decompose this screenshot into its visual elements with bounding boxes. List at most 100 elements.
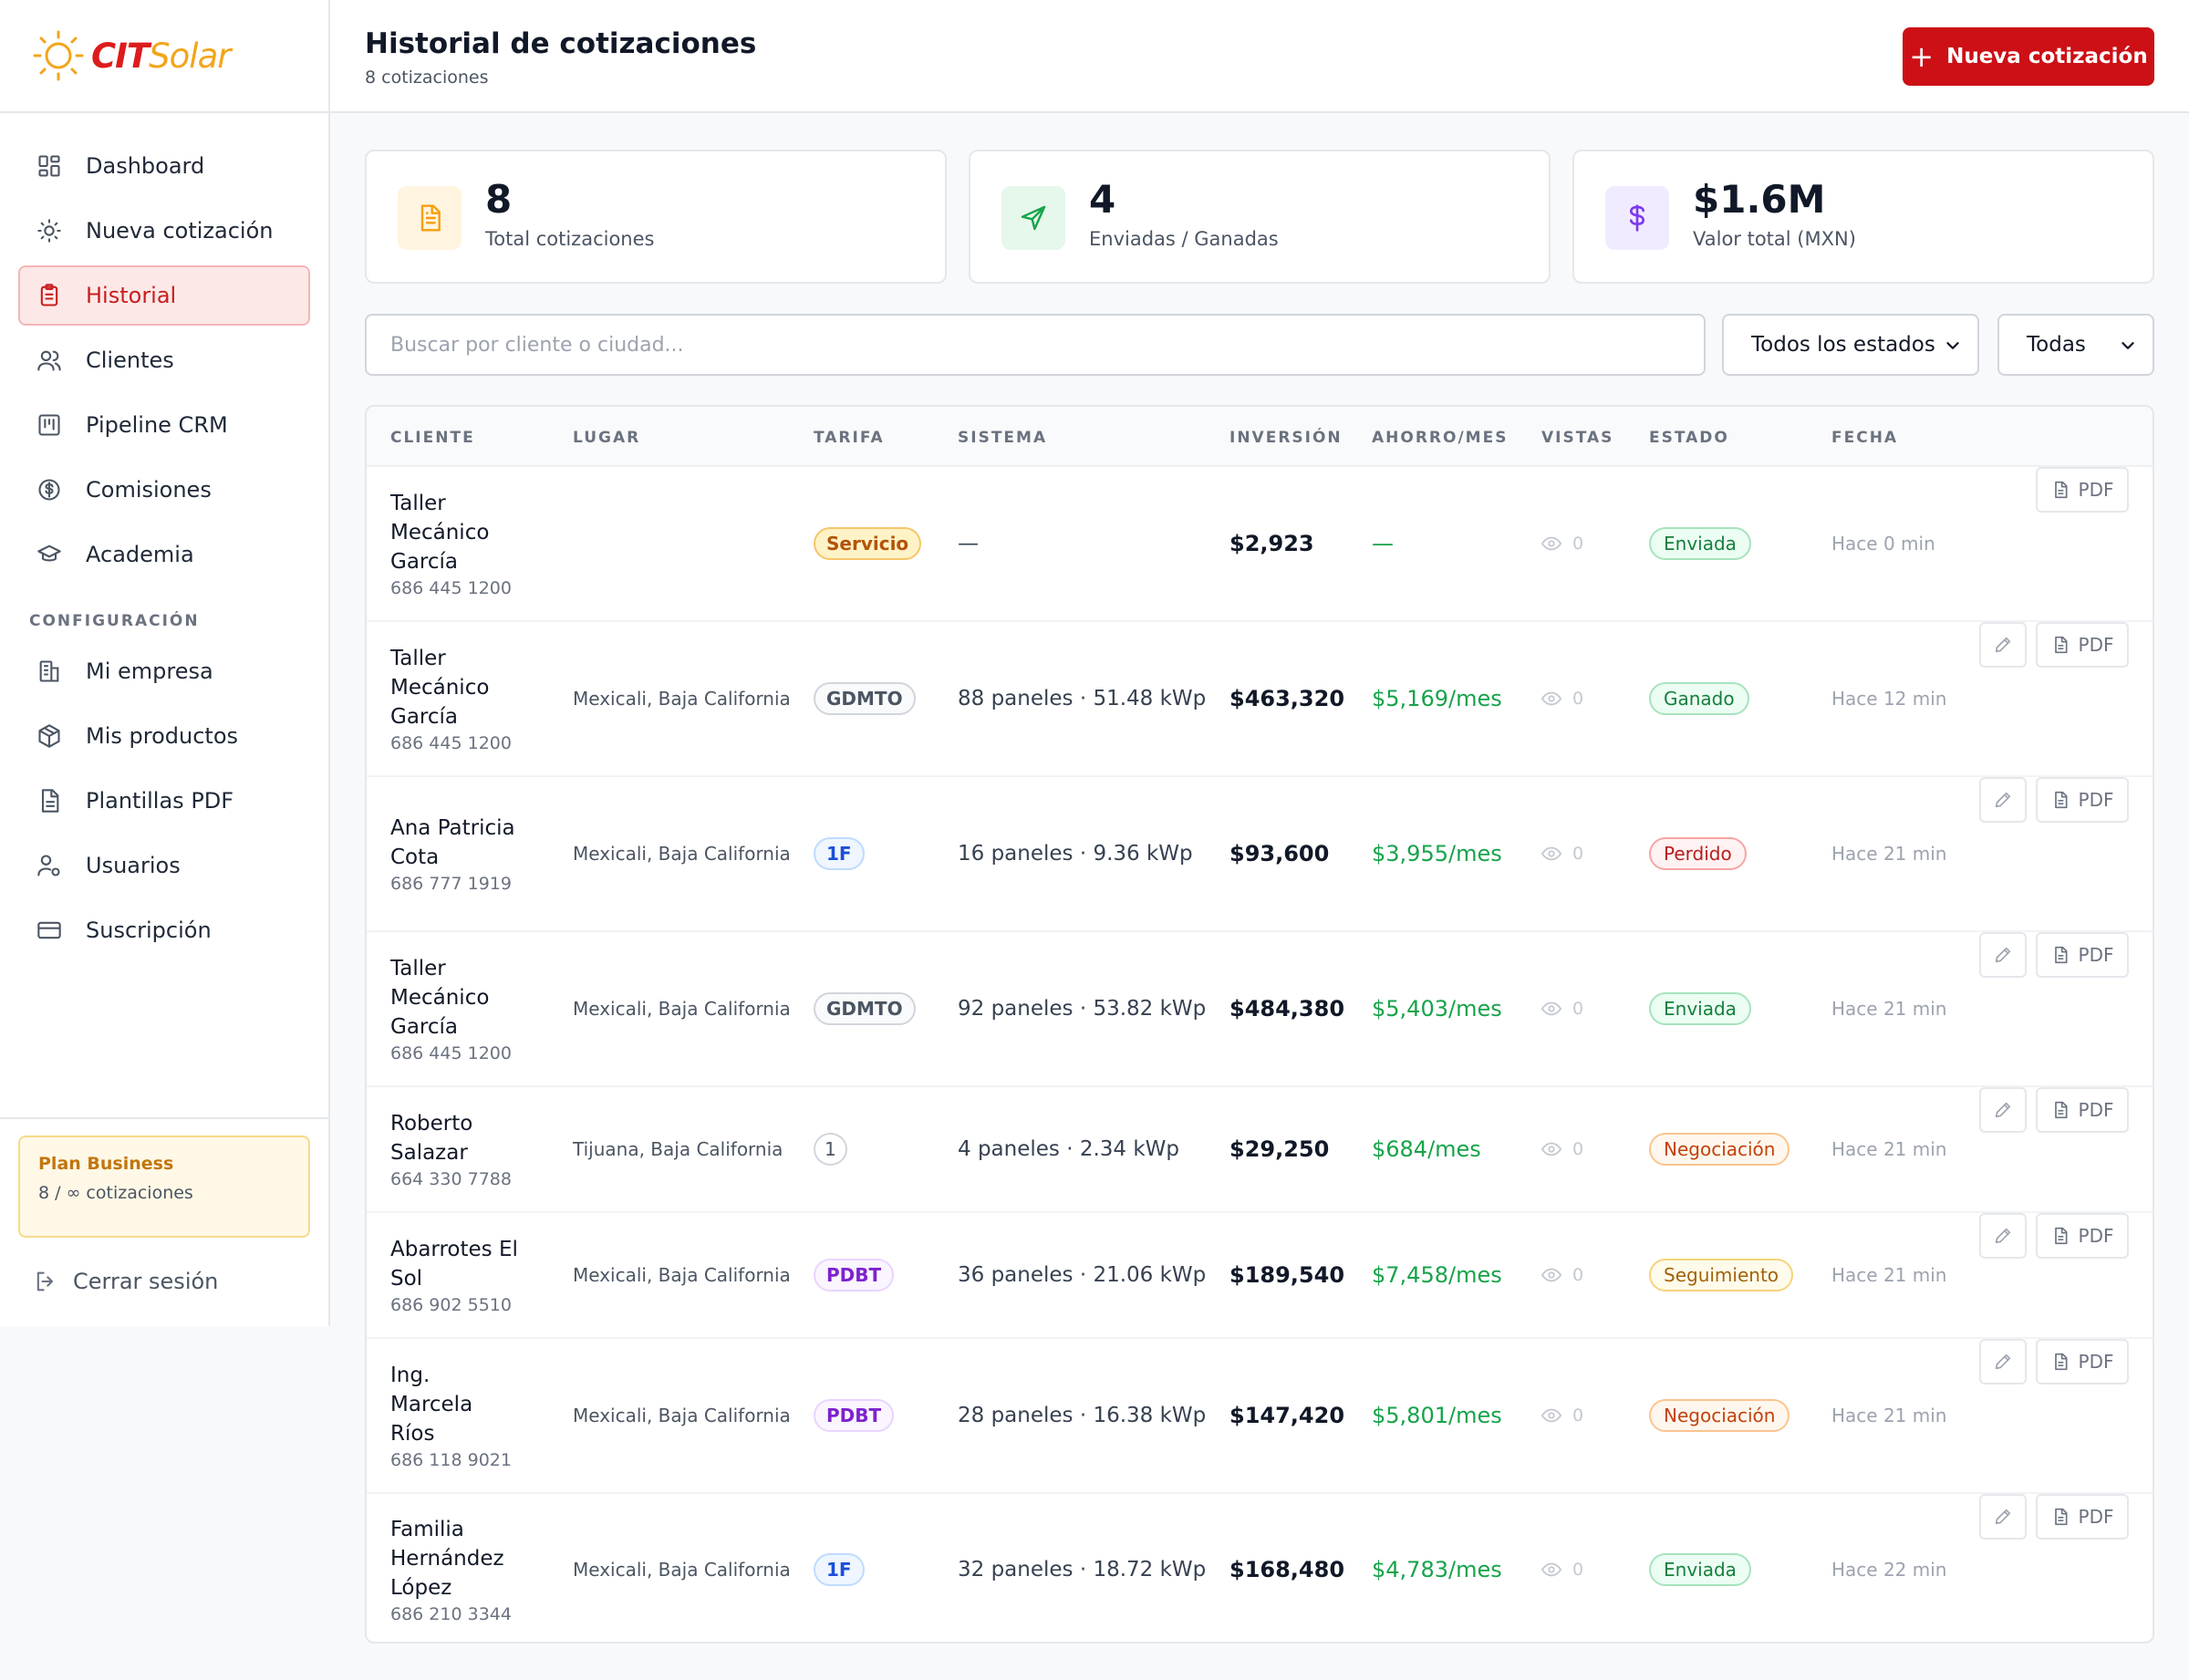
new-quote-label: Nueva cotización: [1946, 45, 2148, 68]
estado-select[interactable]: Todos los estados: [1722, 314, 1979, 376]
status-cell: Enviada: [1649, 527, 1751, 560]
sidebar-item-mi-empresa[interactable]: Mi empresa: [18, 641, 310, 701]
col-lugar: LUGAR: [573, 429, 641, 447]
monthly-savings: $7,458/mes: [1372, 1262, 1502, 1288]
sidebar-item-comisiones[interactable]: Comisiones: [18, 460, 310, 520]
status-badge: Negociación: [1649, 1399, 1790, 1432]
col-cliente: CLIENTE: [390, 429, 475, 447]
col-estado: ESTADO: [1649, 429, 1729, 447]
edit-button[interactable]: [1979, 932, 2027, 978]
stat-card-valor: $1.6M Valor total (MXN): [1572, 150, 2154, 284]
client-name[interactable]: Roberto Salazar: [390, 1112, 473, 1165]
eye-icon: [1541, 1001, 1561, 1016]
date: Hace 21 min: [1831, 1138, 1947, 1160]
tarifa-cell: 1F: [814, 1553, 865, 1586]
sidebar-item-usuarios[interactable]: Usuarios: [18, 835, 310, 896]
client-phone: 686 445 1200: [390, 733, 512, 753]
file-icon: [2054, 481, 2068, 499]
plan-section: Plan Business 8 / ∞ cotizaciones Cerrar …: [0, 1117, 328, 1294]
pdf-button[interactable]: PDF: [2036, 932, 2129, 978]
logo[interactable]: CITSolar: [0, 0, 328, 113]
users-icon: [36, 347, 62, 373]
table-row[interactable]: Ana Patricia Cota 686 777 1919 Mexicali,…: [367, 777, 2153, 932]
pdf-button[interactable]: PDF: [2036, 1494, 2129, 1540]
col-inversion: INVERSIÓN: [1229, 429, 1343, 447]
views-count: 0: [1572, 1139, 1584, 1159]
sidebar-item-nueva-cotizacion[interactable]: Nueva cotización: [18, 201, 310, 261]
file-icon: [2054, 1227, 2068, 1245]
location: Mexicali, Baja California: [573, 688, 791, 710]
client-name[interactable]: Ing. Marcela Ríos: [390, 1364, 473, 1446]
views-count: 0: [1572, 999, 1584, 1019]
table-row[interactable]: Taller Mecánico García 686 445 1200 Mexi…: [367, 622, 2153, 777]
search-input[interactable]: [365, 314, 1706, 376]
investment: $484,380: [1229, 996, 1345, 1021]
sidebar-item-mis-productos[interactable]: Mis productos: [18, 706, 310, 766]
graduation-cap-icon: [36, 542, 62, 567]
sidebar-item-plantillas-pdf[interactable]: Plantillas PDF: [18, 771, 310, 831]
sidebar-item-clientes[interactable]: Clientes: [18, 330, 310, 390]
pdf-button[interactable]: PDF: [2036, 777, 2129, 823]
table-row[interactable]: Ing. Marcela Ríos 686 118 9021 Mexicali,…: [367, 1339, 2153, 1494]
client-name[interactable]: Abarrotes El Sol: [390, 1238, 518, 1291]
pencil-icon: [1995, 1102, 2011, 1118]
table-row[interactable]: Taller Mecánico García 686 445 1200 Serv…: [367, 467, 2153, 622]
clipboard-icon: [36, 283, 62, 308]
table-row[interactable]: Taller Mecánico García 686 445 1200 Mexi…: [367, 932, 2153, 1087]
chevron-down-icon: [1946, 342, 1959, 349]
status-cell: Enviada: [1649, 992, 1751, 1025]
investment: $29,250: [1229, 1136, 1330, 1162]
table-row[interactable]: Familia Hernández López 686 210 3344 Mex…: [367, 1494, 2153, 1642]
table-row[interactable]: Abarrotes El Sol 686 902 5510 Mexicali, …: [367, 1213, 2153, 1339]
pdf-button[interactable]: PDF: [2036, 1087, 2129, 1133]
sidebar-item-academia[interactable]: Academia: [18, 524, 310, 585]
col-sistema: SISTEMA: [958, 429, 1048, 447]
monthly-savings: $3,955/mes: [1372, 841, 1502, 866]
system-size: —: [958, 532, 979, 555]
views: 0: [1541, 689, 1583, 709]
tarifa-select-value: Todas: [2027, 333, 2086, 357]
edit-button[interactable]: [1979, 1213, 2027, 1259]
eye-icon: [1541, 1268, 1561, 1282]
client-name[interactable]: Taller Mecánico García: [390, 957, 490, 1039]
plan-title: Plan Business: [38, 1154, 174, 1174]
edit-button[interactable]: [1979, 622, 2027, 668]
client-name[interactable]: Taller Mecánico García: [390, 647, 490, 729]
pdf-button[interactable]: PDF: [2036, 1339, 2129, 1384]
client-phone: 686 902 5510: [390, 1295, 512, 1315]
status-badge: Enviada: [1649, 992, 1751, 1025]
sidebar-item-label: Academia: [86, 542, 194, 567]
views-count: 0: [1572, 689, 1584, 709]
client-name[interactable]: Taller Mecánico García: [390, 492, 490, 574]
status-badge: Seguimiento: [1649, 1259, 1794, 1291]
investment: $147,420: [1229, 1403, 1345, 1428]
table-row[interactable]: Roberto Salazar 664 330 7788 Tijuana, Ba…: [367, 1087, 2153, 1213]
status-cell: Seguimiento: [1649, 1259, 1794, 1291]
tarifa-cell: GDMTO: [814, 992, 916, 1025]
system-size: 32 paneles · 18.72 kWp: [958, 1558, 1207, 1581]
edit-button[interactable]: [1979, 1339, 2027, 1384]
logout-button[interactable]: Cerrar sesión: [33, 1269, 310, 1294]
building-icon: [36, 659, 62, 684]
pdf-button[interactable]: PDF: [2036, 622, 2129, 668]
edit-button[interactable]: [1979, 1087, 2027, 1133]
tarifa-badge: Servicio: [814, 527, 922, 560]
sidebar-item-historial[interactable]: Historial: [18, 265, 310, 326]
tarifa-cell: 1: [814, 1133, 847, 1166]
pdf-button[interactable]: PDF: [2036, 1213, 2129, 1259]
client-name[interactable]: Familia Hernández López: [390, 1518, 504, 1600]
credit-card-icon: [36, 918, 62, 943]
sidebar-item-dashboard[interactable]: Dashboard: [18, 136, 310, 196]
sidebar-item-suscripcion[interactable]: Suscripción: [18, 900, 310, 960]
pdf-button[interactable]: PDF: [2036, 467, 2129, 513]
edit-button[interactable]: [1979, 777, 2027, 823]
monthly-savings: $4,783/mes: [1372, 1557, 1502, 1582]
user-cog-icon: [36, 853, 62, 878]
tarifa-select[interactable]: Todas: [1997, 314, 2154, 376]
plan-card[interactable]: Plan Business 8 / ∞ cotizaciones: [18, 1136, 310, 1238]
client-cell: Taller Mecánico García 686 445 1200: [390, 954, 518, 1063]
client-name[interactable]: Ana Patricia Cota: [390, 816, 515, 869]
edit-button[interactable]: [1979, 1494, 2027, 1540]
sidebar-item-pipeline-crm[interactable]: Pipeline CRM: [18, 395, 310, 455]
new-quote-button[interactable]: + Nueva cotización: [1903, 27, 2154, 86]
